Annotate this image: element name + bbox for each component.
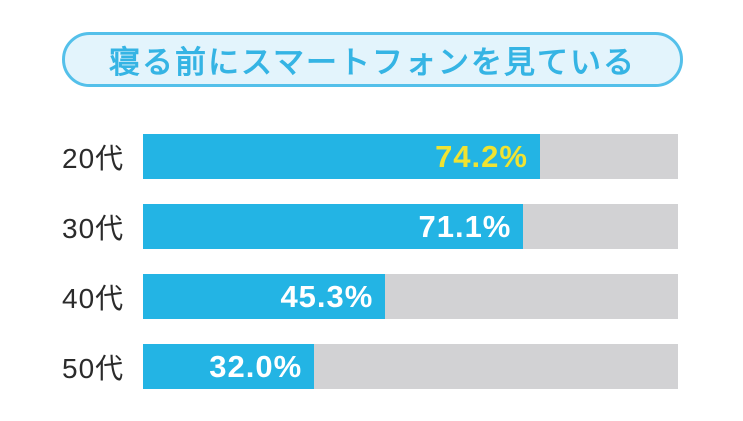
bar-fill: 74.2% bbox=[143, 134, 540, 179]
bar-row: 30代 71.1% bbox=[62, 204, 678, 249]
bar-row: 20代 74.2% bbox=[62, 134, 678, 179]
value-label: 32.0% bbox=[209, 348, 303, 384]
chart-title-pill: 寝る前にスマートフォンを見ている bbox=[62, 32, 683, 87]
value-label: 74.2% bbox=[435, 138, 528, 174]
bar-fill: 45.3% bbox=[143, 274, 386, 319]
category-label: 50代 bbox=[62, 352, 125, 384]
category-label: 20代 bbox=[62, 142, 125, 174]
bar-fill: 71.1% bbox=[143, 204, 524, 249]
chart-title: 寝る前にスマートフォンを見ている bbox=[108, 45, 637, 80]
bar-track: 32.0% bbox=[143, 344, 678, 389]
value-label: 45.3% bbox=[280, 278, 374, 314]
bar-track: 45.3% bbox=[143, 274, 678, 319]
bar-row: 50代 32.0% bbox=[62, 344, 678, 389]
bar-chart: 20代 74.2% 30代 71.1% 40代 45.3% bbox=[62, 134, 678, 414]
category-label: 30代 bbox=[62, 212, 125, 244]
category-label: 40代 bbox=[62, 282, 125, 314]
bar-row: 40代 45.3% bbox=[62, 274, 678, 319]
value-label: 71.1% bbox=[418, 208, 512, 244]
bar-fill: 32.0% bbox=[143, 344, 315, 389]
bar-track: 74.2% bbox=[143, 134, 678, 179]
bar-track: 71.1% bbox=[143, 204, 678, 249]
